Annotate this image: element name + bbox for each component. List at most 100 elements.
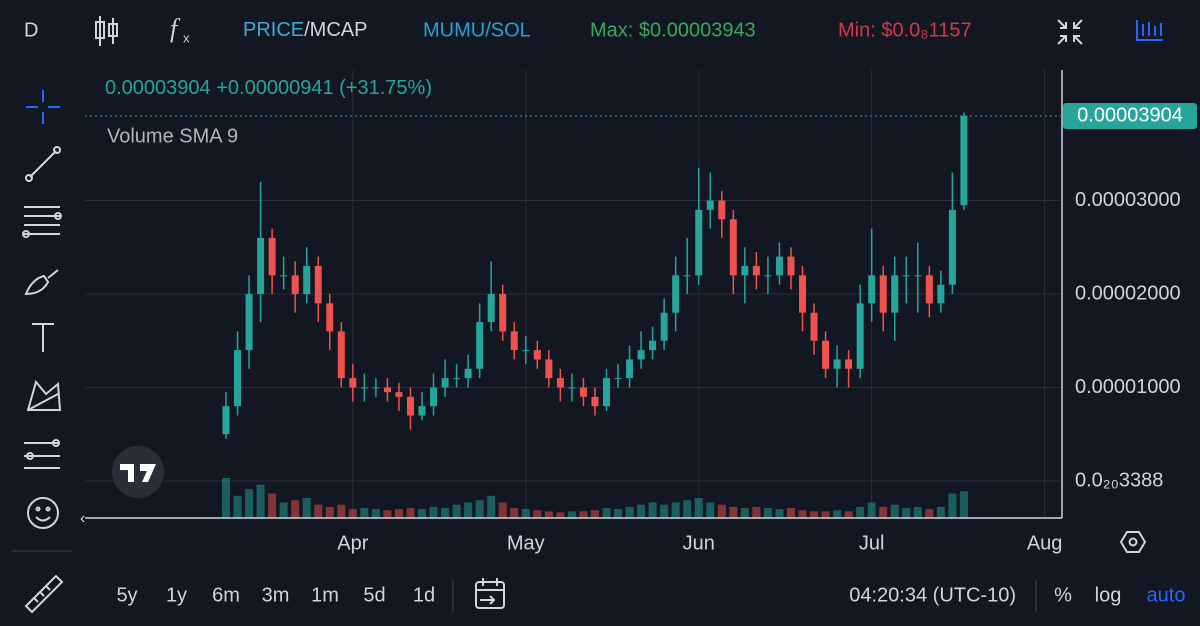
candle-body <box>752 265 760 276</box>
range-button[interactable]: 1d <box>413 584 435 606</box>
candle-body <box>902 275 910 277</box>
candle-body <box>383 387 391 393</box>
candle-body <box>879 275 887 313</box>
fullscreen-icon[interactable] <box>1057 19 1083 45</box>
volume-bar <box>222 478 230 518</box>
text-tool[interactable] <box>32 323 54 352</box>
x-tick-label: Aug <box>1027 532 1063 554</box>
interval[interactable]: D <box>24 19 38 41</box>
candle-body <box>406 396 414 416</box>
auto-toggle[interactable]: auto <box>1147 584 1186 606</box>
legend-change-pct: (+31.75%) <box>339 77 432 99</box>
clock[interactable]: 04:20:34 (UTC-10) <box>849 584 1016 606</box>
chart-style-icon[interactable] <box>1136 20 1163 41</box>
collapse-arrow[interactable]: ‹ <box>80 510 85 527</box>
candle-body <box>234 350 242 407</box>
volume-bar <box>245 489 254 518</box>
legend-value: 0.00003904 +0.00000941 (+31.75%) <box>105 77 432 99</box>
percent-toggle[interactable]: % <box>1054 584 1072 606</box>
price[interactable]: PRICE <box>243 19 304 41</box>
candle-body <box>822 340 830 369</box>
indicators-icon[interactable]: f <box>170 14 181 43</box>
log-toggle[interactable]: log <box>1095 584 1122 606</box>
candle-body <box>706 200 714 210</box>
candle-body <box>787 256 795 276</box>
range-button[interactable]: 3m <box>262 584 290 606</box>
volume-bar <box>729 506 738 518</box>
trend-line-tool[interactable] <box>25 146 61 182</box>
price-mcap[interactable]: PRICE/MCAP <box>243 19 367 41</box>
forecast-tool[interactable] <box>24 439 60 469</box>
volume-bar <box>533 510 542 518</box>
volume-bar <box>498 502 507 518</box>
volume-bar <box>544 511 553 518</box>
volume-bar <box>798 510 807 518</box>
volume-bar <box>268 493 277 518</box>
brush-tool[interactable] <box>24 269 59 296</box>
x-tick-label: Jul <box>859 532 885 554</box>
candle-body <box>614 378 622 380</box>
candle-body <box>533 350 541 360</box>
range-button[interactable]: 5d <box>363 584 385 606</box>
indicator-label: Volume SMA 9 <box>107 125 238 147</box>
volume-bar <box>648 502 657 518</box>
plot <box>85 70 1062 518</box>
candle-body <box>568 387 576 389</box>
settings-icon[interactable] <box>1119 531 1147 553</box>
y-tick-label: 0.00001000 <box>1075 376 1181 398</box>
pair[interactable]: MUMU/SOL <box>423 19 531 41</box>
volume-bar <box>879 506 888 518</box>
range-button[interactable]: 6m <box>212 584 240 606</box>
range-button[interactable]: 5y <box>116 584 137 606</box>
fib-tool[interactable] <box>22 206 62 238</box>
emoji-tool[interactable] <box>27 497 59 529</box>
volume-bar <box>821 511 830 518</box>
candle-body <box>810 312 818 341</box>
indicators-icon-x: x <box>183 30 190 45</box>
candle-body <box>268 237 276 276</box>
volume-bar <box>521 509 530 518</box>
ruler-tool[interactable] <box>24 574 64 614</box>
candle-body <box>845 359 853 369</box>
candle-body <box>602 378 610 407</box>
candle-body <box>556 378 564 388</box>
volume-bar <box>717 504 726 518</box>
volume-bar <box>418 509 427 518</box>
candle-body <box>764 275 772 277</box>
x-tick-label: May <box>507 532 545 554</box>
pattern-tool[interactable] <box>26 379 62 411</box>
candle-body <box>649 340 657 351</box>
candle-body <box>441 378 449 388</box>
volume-bar <box>510 508 519 518</box>
volume-bar <box>371 509 380 518</box>
candle-icon[interactable] <box>95 16 118 46</box>
candle-body <box>925 275 933 304</box>
tradingview-logo[interactable] <box>112 446 164 498</box>
y-tick-label: 0.00002000 <box>1075 282 1181 304</box>
candle-body <box>360 387 368 389</box>
crosshair-tool[interactable] <box>26 90 60 124</box>
range-button[interactable]: 1y <box>166 584 187 606</box>
volume-bar <box>475 500 484 518</box>
volume-bar <box>637 504 646 518</box>
candle-body <box>280 275 288 277</box>
volume-bar <box>752 506 761 518</box>
candle-body <box>937 284 945 304</box>
volume-bar <box>844 511 853 518</box>
candle-body <box>476 322 484 369</box>
candle-body <box>326 303 334 332</box>
candle-body <box>464 368 472 379</box>
date-range-icon[interactable] <box>475 578 505 609</box>
volume-bar <box>452 504 461 518</box>
candle-body <box>672 275 680 313</box>
candle-body <box>683 275 691 277</box>
volume-bar <box>602 508 611 518</box>
volume-bar <box>833 510 842 518</box>
volume-bar <box>890 504 899 518</box>
volume-bar <box>948 493 957 518</box>
mcap[interactable]: /MCAP <box>304 19 367 41</box>
range-button[interactable]: 1m <box>311 584 339 606</box>
candle-body <box>579 387 587 397</box>
